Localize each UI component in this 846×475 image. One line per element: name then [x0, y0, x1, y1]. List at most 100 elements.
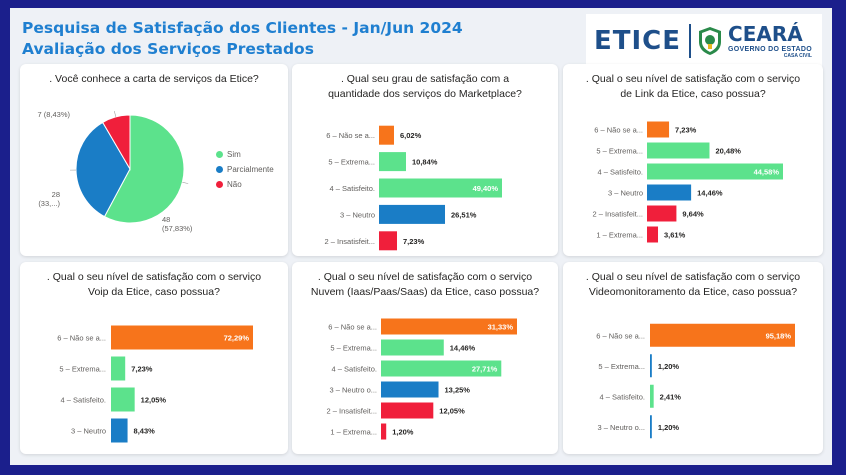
- logo-ceara-text: CEARÁ: [728, 21, 803, 46]
- data-label: 31,33%: [488, 323, 514, 332]
- bar[interactable]: [650, 415, 652, 439]
- chart-title: . Qual o seu nível de satisfação com o s…: [585, 73, 801, 100]
- bar[interactable]: [381, 360, 502, 377]
- category-label: 6 – Não se a...: [326, 131, 375, 140]
- category-label: 6 – Não se a...: [57, 334, 106, 343]
- category-label: 5 – Extrema...: [598, 362, 645, 371]
- category-label: 6 – Não se a...: [594, 126, 643, 135]
- category-label: 4 – Satisfeito.: [61, 396, 106, 405]
- pie-data-label: (57,83%): [162, 224, 193, 233]
- category-label: 2 – Insatisfeit...: [593, 210, 643, 219]
- legend-item-nao[interactable]: Não: [216, 180, 242, 189]
- bar[interactable]: [381, 318, 517, 335]
- category-label: 2 – Insatisfeit...: [325, 237, 375, 246]
- logo-casa-text: CASA CIVIL: [783, 52, 812, 59]
- category-label: 3 – Neutro o...: [597, 423, 645, 432]
- data-label: 1,20%: [658, 423, 680, 432]
- chart-panel-link: . Qual o seu nível de satisfação com o s…: [563, 64, 823, 256]
- category-label: 4 – Satisfeito.: [598, 168, 643, 177]
- bar[interactable]: [647, 184, 692, 201]
- legend-dot: [216, 166, 223, 173]
- bar[interactable]: [111, 325, 253, 350]
- bar[interactable]: [111, 418, 128, 443]
- pie-slice-não[interactable]: [102, 114, 131, 171]
- data-label: 27,71%: [472, 365, 498, 374]
- logo-ceara-block: CEARÁ GOVERNO DO ESTADO CASA CIVIL: [728, 24, 812, 59]
- bar[interactable]: [650, 384, 654, 408]
- data-label: 72,29%: [224, 334, 250, 343]
- bar[interactable]: [381, 423, 387, 440]
- chart-panel-nuvem: . Qual o seu nível de satisfação com o s…: [292, 262, 558, 454]
- data-label: 6,02%: [400, 131, 422, 140]
- pie-leader-line: [182, 181, 189, 184]
- pie-data-label: (33,...): [38, 199, 60, 208]
- data-label: 26,51%: [451, 210, 477, 219]
- bar[interactable]: [379, 178, 502, 198]
- legend-dot: [216, 181, 223, 188]
- category-label: 5 – Extrema...: [330, 344, 377, 353]
- data-label: 10,84%: [412, 158, 438, 167]
- data-label: 13,25%: [445, 386, 471, 395]
- legend-item-parcialmente[interactable]: Parcialmente: [216, 165, 274, 174]
- category-label: 5 – Extrema...: [596, 147, 643, 156]
- data-label: 14,46%: [697, 189, 723, 198]
- dashboard-frame: Pesquisa de Satisfação dos Clientes - Ja…: [10, 8, 832, 465]
- bar[interactable]: [650, 323, 795, 347]
- legend-label: Sim: [227, 150, 241, 159]
- data-label: 1,20%: [392, 428, 414, 437]
- bar[interactable]: [379, 231, 398, 251]
- pie-slice-sim[interactable]: [103, 114, 185, 224]
- bar[interactable]: [379, 125, 394, 145]
- chart-panel-carta-servicos: . Você conhece a carta de serviços da Et…: [20, 64, 288, 256]
- data-label: 14,46%: [450, 344, 476, 353]
- header: Pesquisa de Satisfação dos Clientes - Ja…: [22, 18, 463, 60]
- logo-etice-text: ETICE: [594, 26, 682, 56]
- legend-label: Não: [227, 180, 242, 189]
- bar[interactable]: [647, 163, 783, 180]
- bar[interactable]: [381, 339, 444, 356]
- data-label: 95,18%: [766, 331, 792, 340]
- bar[interactable]: [111, 356, 126, 381]
- bar[interactable]: [381, 402, 434, 419]
- chart-panel-voip: . Qual o seu nível de satisfação com o s…: [20, 262, 288, 454]
- category-label: 1 – Extrema...: [330, 428, 377, 437]
- data-label: 7,23%: [675, 126, 697, 135]
- bar[interactable]: [647, 121, 670, 138]
- pie-data-label: 7 (8,43%): [37, 110, 70, 119]
- bar[interactable]: [111, 387, 135, 412]
- data-label: 8,43%: [134, 427, 156, 436]
- legend-label: Parcialmente: [227, 165, 274, 174]
- data-label: 7,23%: [403, 237, 425, 246]
- pie-chart: 48(57,83%) 28(33,...) 7 (8,43%): [37, 110, 193, 233]
- legend-item-sim[interactable]: Sim: [216, 150, 241, 159]
- pie-slice-parcialmente[interactable]: [75, 121, 131, 218]
- bar[interactable]: [379, 152, 406, 172]
- category-label: 4 – Satisfeito.: [332, 365, 377, 374]
- bar[interactable]: [647, 226, 659, 243]
- pie-data-label: 48: [162, 215, 170, 224]
- category-label: 6 – Não se a...: [328, 323, 377, 332]
- category-label: 4 – Satisfeito.: [330, 184, 375, 193]
- data-label: 44,58%: [754, 168, 780, 177]
- data-label: 1,20%: [658, 362, 680, 371]
- category-label: 1 – Extrema...: [596, 231, 643, 240]
- data-label: 49,40%: [473, 184, 499, 193]
- page-title: Pesquisa de Satisfação dos Clientes - Ja…: [22, 19, 463, 37]
- bar[interactable]: [381, 381, 439, 398]
- chart-title: . Qual o seu nível de satisfação com o s…: [585, 271, 801, 298]
- page-subtitle: Avaliação dos Serviços Prestados: [22, 40, 314, 58]
- bar-chart: 6 – Não se a... 31,33% 5 – Extrema... 14,46…: [327, 318, 517, 440]
- bar[interactable]: [647, 205, 677, 222]
- legend-dot: [216, 151, 223, 158]
- data-label: 7,23%: [131, 365, 153, 374]
- bar[interactable]: [379, 204, 446, 224]
- data-label: 9,64%: [682, 210, 704, 219]
- chart-title: . Você conhece a carta de serviços da Et…: [49, 73, 259, 85]
- category-label: 5 – Extrema...: [59, 365, 106, 374]
- bar[interactable]: [650, 354, 652, 378]
- bar-chart: 6 – Não se a... 6,02% 5 – Extrema... 10,84%…: [325, 125, 502, 251]
- data-label: 12,05%: [439, 407, 465, 416]
- bar[interactable]: [647, 142, 710, 159]
- category-label: 3 – Neutro: [608, 189, 643, 198]
- category-label: 6 – Não se a...: [596, 331, 645, 340]
